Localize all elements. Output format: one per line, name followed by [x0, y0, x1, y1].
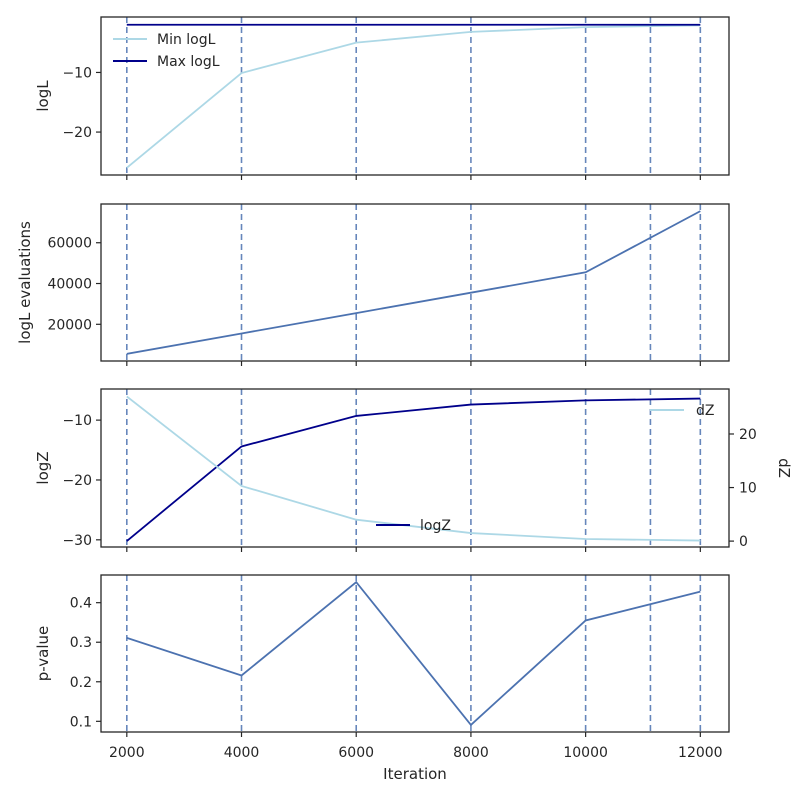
ylabel-3: logZ — [34, 451, 52, 484]
panel-2-frame — [100, 203, 730, 362]
xtick-label-6: 12000 — [678, 745, 723, 761]
ytick-label-4-1: 0.1 — [70, 714, 92, 730]
xtick-label-4: 8000 — [453, 745, 489, 761]
series-2-1-line — [126, 210, 701, 355]
panel-3-frame — [100, 388, 730, 548]
legend-label-1: Min logL — [157, 32, 216, 48]
ytick-right-label-3: 20 — [739, 427, 757, 443]
panel-3: −10 −20 −30 0 10 20 dZ logZ — [34, 388, 793, 552]
panel-4-frame — [100, 574, 730, 733]
xtick-label-3: 6000 — [338, 745, 374, 761]
legend-panel-3: logZ dZ — [376, 403, 714, 534]
legend-label-dz: dZ — [696, 403, 714, 419]
series-4-1-line — [126, 580, 701, 727]
xtick-label-1: 2000 — [109, 745, 145, 761]
series-1-1-line — [126, 24, 701, 169]
legend-label-logz: logZ — [420, 518, 451, 534]
ytick-label-3-1: −10 — [62, 413, 92, 429]
panel-1-frame — [100, 16, 730, 176]
legend-panel-1: Min logL Max logL — [113, 32, 220, 70]
xtick-label-5: 10000 — [563, 745, 608, 761]
xlabel: Iteration — [383, 765, 447, 783]
panel-2: 20000 40000 60000 logL evaluations — [16, 203, 730, 366]
ytick-right-label-2: 10 — [739, 481, 757, 497]
ytick-label-2-2: 40000 — [47, 277, 92, 293]
ylabel-1: logL — [34, 80, 52, 112]
series-3-2-line — [126, 395, 701, 542]
ytick-label-1-1: −10 — [62, 65, 92, 81]
xtick-label-2: 4000 — [224, 745, 260, 761]
ylabel-right: dZ — [775, 458, 793, 478]
ytick-label-4-2: 0.2 — [70, 675, 92, 691]
ylabel-2: logL evaluations — [16, 221, 34, 344]
ytick-label-4-3: 0.3 — [70, 635, 92, 651]
panel-1: −10 −20 logL — [34, 16, 730, 180]
ytick-label-4-4: 0.4 — [70, 596, 92, 612]
ytick-right-label-1: 0 — [739, 534, 748, 550]
panel-4: 0.1 0.2 0.3 0.4 p-value — [34, 574, 730, 737]
series-3-1-line — [126, 397, 701, 542]
ytick-label-3-2: −20 — [62, 473, 92, 489]
ytick-label-1-2: −20 — [62, 125, 92, 141]
legend-label-2: Max logL — [157, 54, 220, 70]
ytick-label-2-3: 60000 — [47, 236, 92, 252]
ylabel-4: p-value — [34, 626, 52, 682]
ytick-label-3-3: −30 — [62, 533, 92, 549]
ytick-label-2-1: 20000 — [47, 317, 92, 333]
